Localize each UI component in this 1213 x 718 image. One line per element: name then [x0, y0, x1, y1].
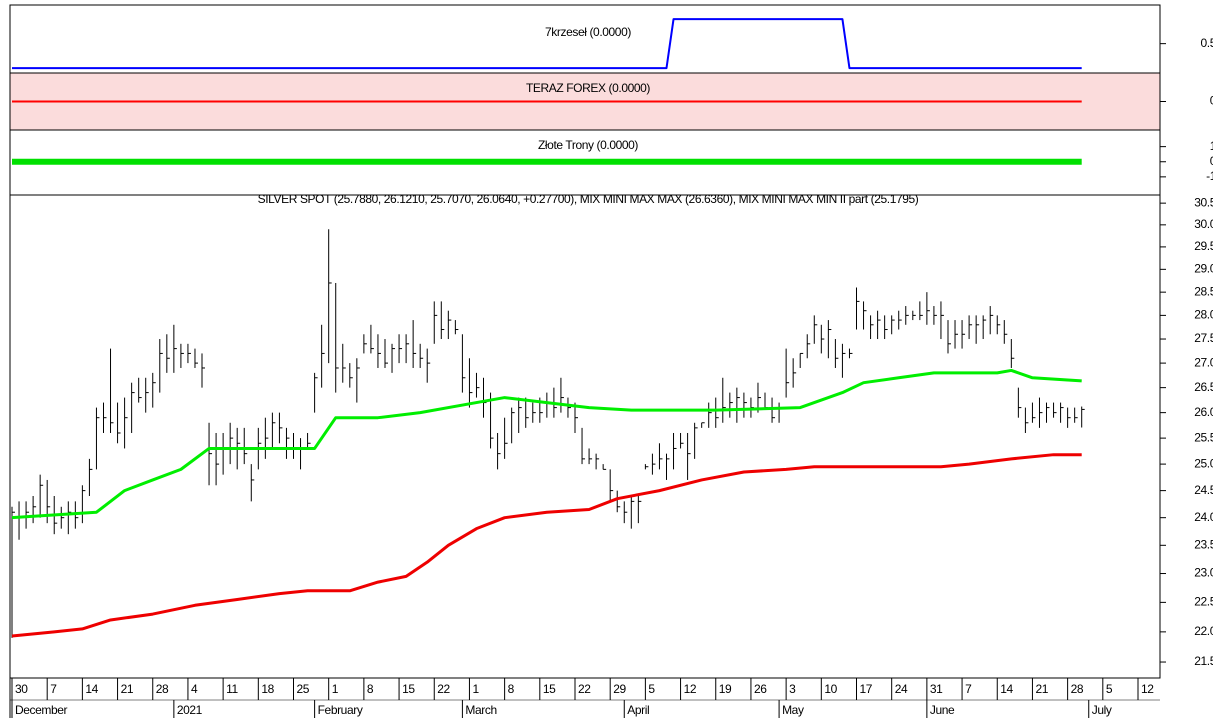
x-tick-label: 14 — [1000, 682, 1013, 696]
x-tick-label: 1 — [472, 682, 479, 696]
y-tick-label: -1 — [1206, 169, 1213, 183]
month-label: May — [782, 703, 804, 717]
x-tick-label: 11 — [226, 682, 238, 696]
panel-title: SILVER SPOT (25.7880, 26.1210, 25.7070, … — [258, 192, 919, 206]
x-tick-label: 25 — [297, 682, 310, 696]
x-tick-label: 21 — [1035, 682, 1048, 696]
x-tick-label: 8 — [508, 682, 515, 696]
y-tick-label: 22.0 — [1194, 624, 1213, 638]
x-tick-label: 12 — [684, 682, 697, 696]
x-tick-label: 5 — [648, 682, 655, 696]
x-tick-label: 26 — [754, 682, 767, 696]
x-tick-label: 28 — [1071, 682, 1084, 696]
x-tick-label: 4 — [191, 682, 198, 696]
x-tick-label: 30 — [15, 682, 28, 696]
x-tick-label: 10 — [824, 682, 837, 696]
y-tick-label: 29.5 — [1194, 239, 1213, 253]
panel-title: Złote Trony (0.0000) — [538, 138, 638, 152]
x-tick-label: 3 — [789, 682, 796, 696]
x-tick-label: 18 — [261, 682, 274, 696]
panel-title: TERAZ FOREX (0.0000) — [526, 81, 650, 95]
x-tick-label: 17 — [860, 682, 873, 696]
y-tick-label: 30.5 — [1194, 195, 1213, 209]
x-tick-label: 7 — [50, 682, 57, 696]
y-tick-label: 28.5 — [1194, 284, 1213, 298]
x-tick-label: 21 — [121, 682, 134, 696]
panel — [9, 194, 1161, 679]
y-tick-label: 21.5 — [1194, 654, 1213, 668]
x-tick-label: 14 — [85, 682, 98, 696]
month-label: 2021 — [177, 703, 203, 717]
month-label: March — [465, 703, 496, 717]
month-label: April — [627, 703, 649, 717]
y-tick-label: 0.5 — [1201, 36, 1213, 50]
y-tick-label: 23.5 — [1194, 537, 1213, 551]
month-label: June — [930, 703, 955, 717]
y-tick-label: 27.0 — [1194, 355, 1213, 369]
y-tick-label: 0 — [1210, 94, 1213, 108]
y-tick-label: 22.5 — [1194, 595, 1213, 609]
y-tick-label: 0 — [1210, 154, 1213, 168]
x-tick-label: 5 — [1106, 682, 1113, 696]
y-tick-label: 28.0 — [1194, 308, 1213, 322]
y-tick-label: 30.0 — [1194, 217, 1213, 231]
y-tick-label: 23.0 — [1194, 566, 1213, 580]
y-tick-label: 25.0 — [1194, 456, 1213, 470]
y-tick-label: 25.5 — [1194, 430, 1213, 444]
y-tick-label: 24.5 — [1194, 483, 1213, 497]
y-tick-label: 26.5 — [1194, 380, 1213, 394]
x-tick-label: 15 — [402, 682, 415, 696]
x-tick-label: 28 — [156, 682, 169, 696]
x-tick-label: 29 — [613, 682, 626, 696]
month-label: December — [15, 703, 68, 717]
month-label: February — [318, 703, 363, 717]
x-tick-label: 1 — [332, 682, 339, 696]
y-tick-label: 29.0 — [1194, 262, 1213, 276]
x-tick-label: 22 — [437, 682, 450, 696]
x-tick-label: 31 — [930, 682, 943, 696]
x-tick-label: 22 — [578, 682, 591, 696]
panel-title: 7krzeseł (0.0000) — [545, 25, 631, 39]
panel — [9, 4, 1161, 74]
x-tick-label: 19 — [719, 682, 732, 696]
series-line — [11, 453, 1082, 638]
y-tick-label: 1 — [1210, 139, 1213, 153]
month-label: July — [1092, 703, 1112, 717]
x-tick-label: 12 — [1141, 682, 1154, 696]
x-tick-label: 8 — [367, 682, 374, 696]
x-tick-label: 15 — [543, 682, 556, 696]
x-tick-label: 7 — [965, 682, 972, 696]
y-tick-label: 24.0 — [1194, 510, 1213, 524]
y-tick-label: 27.5 — [1194, 331, 1213, 345]
series-line — [12, 18, 1082, 70]
y-tick-label: 26.0 — [1194, 405, 1213, 419]
series-line — [11, 368, 1082, 520]
x-tick-label: 24 — [895, 682, 908, 696]
